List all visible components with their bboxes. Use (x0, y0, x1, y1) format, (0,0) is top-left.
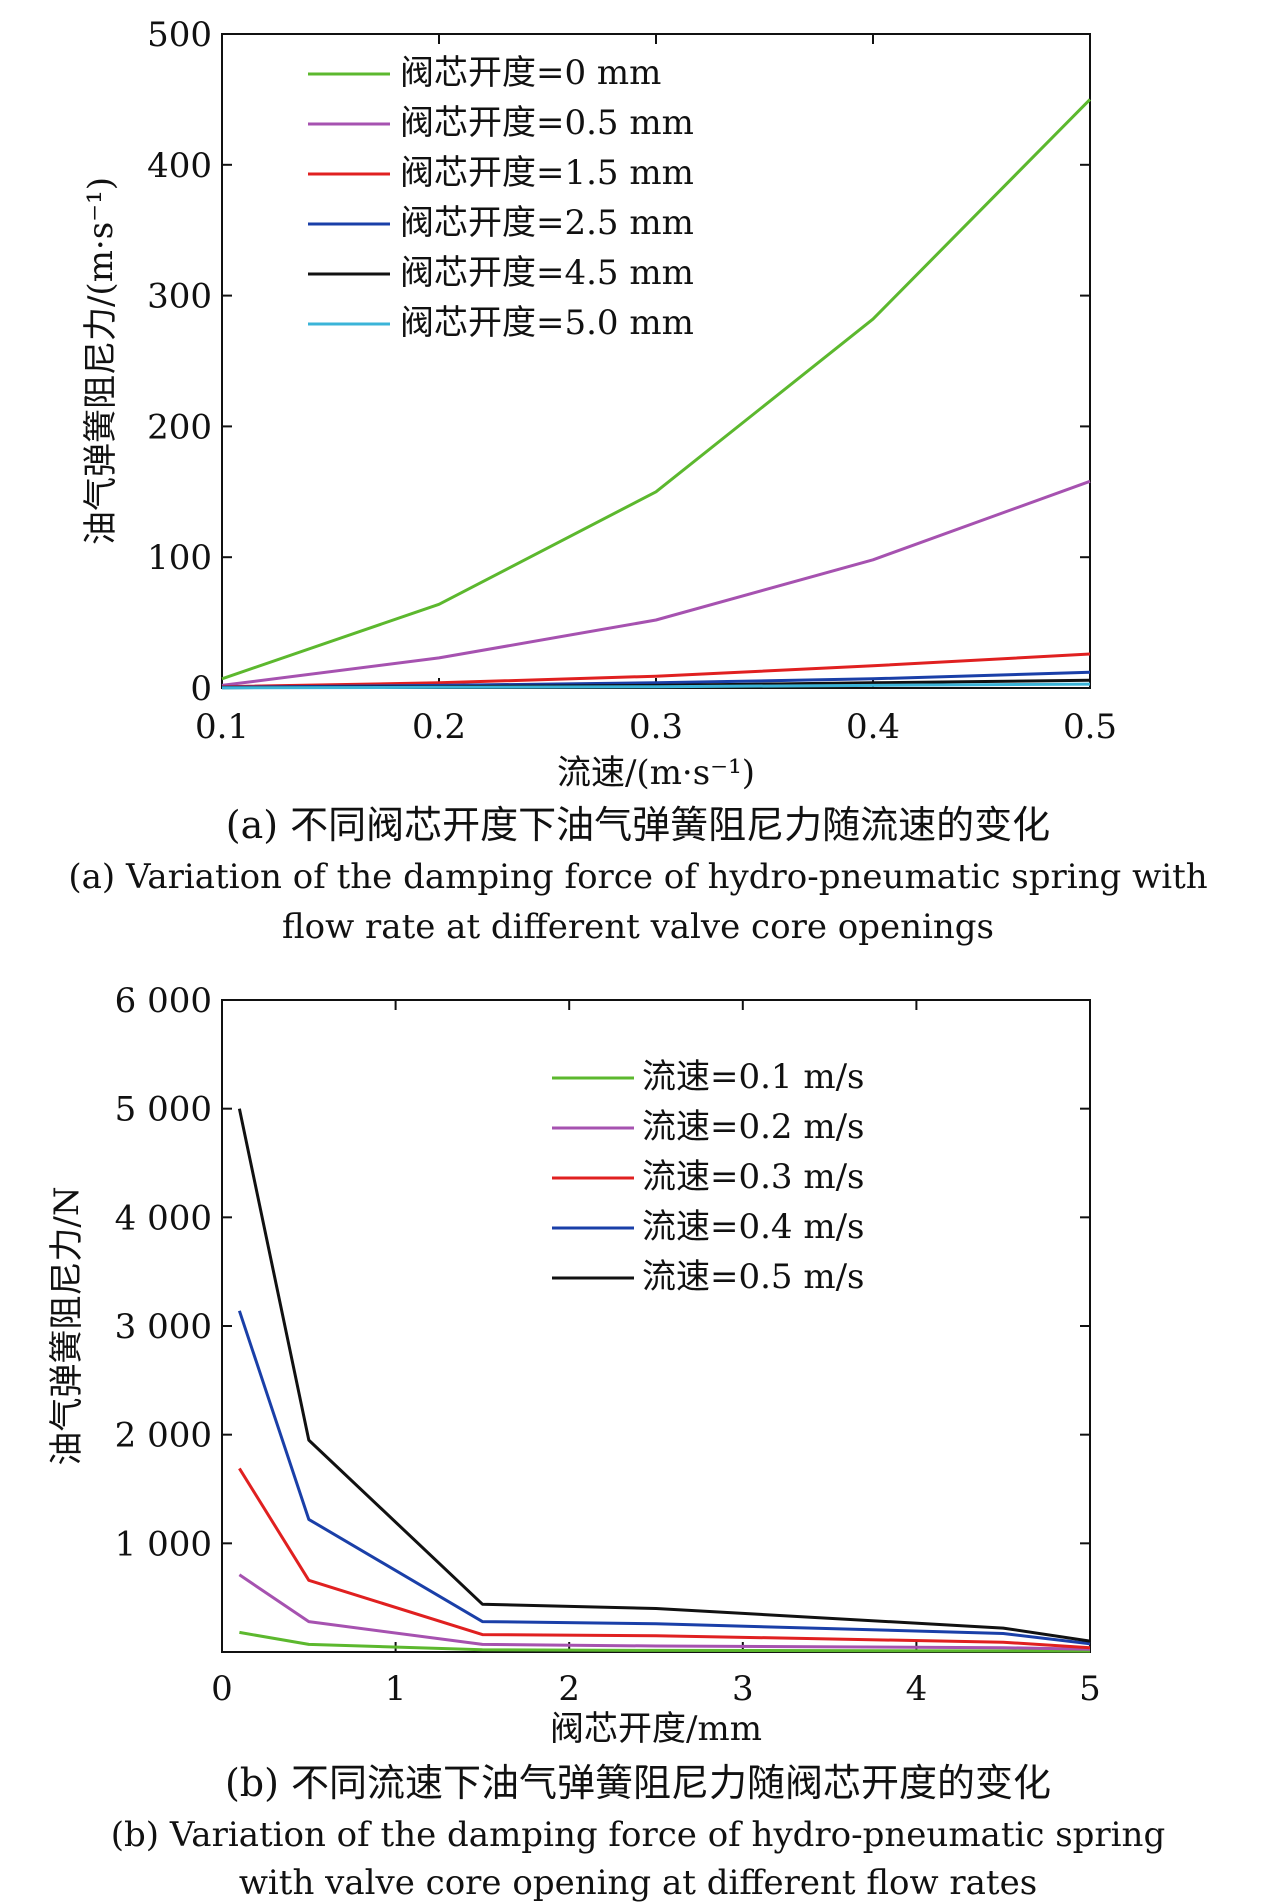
caption-en-line-1: flow rate at different valve core openin… (282, 907, 994, 947)
series-line-0 (239, 1630, 1091, 1653)
legend-label-5: 阀芯开度=5.0 mm (400, 303, 694, 343)
y-tick-label: 0 (190, 669, 212, 709)
caption-en-line-1: with valve core opening at different flo… (239, 1863, 1037, 1903)
caption-zh: (b) 不同流速下油气弹簧阻尼力随阀芯开度的变化 (225, 1761, 1051, 1805)
y-tick-label: 1 000 (115, 1524, 212, 1564)
x-tick-label: 0.1 (195, 707, 249, 747)
series-line-0 (221, 98, 1092, 681)
x-tick-label: 2 (558, 1669, 580, 1709)
series-line-1 (221, 479, 1091, 687)
legend-label-3: 流速=0.4 m/s (642, 1207, 865, 1247)
series-line-1 (238, 1573, 1091, 1651)
legend-label-4: 流速=0.5 m/s (642, 1257, 865, 1297)
series-line-5 (221, 682, 1091, 690)
x-tick-label: 1 (385, 1669, 407, 1709)
x-tick-label: 0.4 (846, 707, 900, 747)
series-line-3 (237, 1310, 1091, 1646)
series-line-2 (238, 1467, 1091, 1650)
series-line-4 (237, 1108, 1091, 1643)
y-tick-label: 100 (147, 538, 212, 578)
legend-label-0: 流速=0.1 m/s (642, 1057, 865, 1097)
caption-zh: (a) 不同阀芯开度下油气弹簧阻尼力随流速的变化 (226, 803, 1050, 847)
caption-en-line-0: (a) Variation of the damping force of hy… (68, 857, 1207, 897)
x-axis-label: 阀芯开度/mm (550, 1709, 762, 1749)
y-tick-label: 400 (147, 146, 212, 186)
legend-label-1: 阀芯开度=0.5 mm (400, 103, 694, 143)
y-tick-label: 3 000 (115, 1307, 212, 1347)
x-tick-label: 0.2 (412, 707, 466, 747)
y-tick-label: 6 000 (115, 981, 212, 1021)
legend-label-2: 阀芯开度=1.5 mm (400, 153, 694, 193)
legend-label-2: 流速=0.3 m/s (642, 1157, 865, 1197)
x-tick-label: 3 (732, 1669, 754, 1709)
x-axis-label: 流速/(m·s⁻¹) (557, 753, 755, 793)
x-tick-label: 0.5 (1063, 707, 1117, 747)
series-line-2 (221, 652, 1091, 689)
x-tick-label: 0 (211, 1669, 233, 1709)
x-tick-label: 5 (1079, 1669, 1101, 1709)
y-tick-label: 300 (147, 277, 212, 317)
chart-b: 0 1 2 3 4 5 1 000 2 000 3 000 4 000 5 000 6 000 阀芯开度… (47, 981, 1165, 1903)
legend-label-0: 阀芯开度=0 mm (400, 53, 661, 93)
legend-label-4: 阀芯开度=4.5 mm (400, 253, 694, 293)
y-tick-label: 2 000 (115, 1416, 212, 1456)
y-axis-label: 油气弹簧阻尼力/(m·s⁻¹) (81, 177, 121, 545)
y-tick-label: 5 000 (115, 1090, 212, 1130)
caption-en-line-0: (b) Variation of the damping force of hy… (111, 1815, 1165, 1855)
legend-label-1: 流速=0.2 m/s (642, 1107, 865, 1147)
chart-a: 0.1 0.2 0.3 0.4 0.5 0 100 200 300 400 500 流速/(m·s⁻¹… (68, 15, 1207, 947)
y-tick-label: 4 000 (115, 1198, 212, 1238)
y-axis-label: 油气弹簧阻尼力/N (47, 1186, 87, 1465)
x-tick-label: 0.3 (629, 707, 683, 747)
y-tick-label: 500 (147, 15, 212, 55)
plot-frame (221, 999, 1091, 1653)
legend-label-3: 阀芯开度=2.5 mm (400, 203, 694, 243)
x-tick-label: 4 (906, 1669, 928, 1709)
y-tick-label: 200 (147, 407, 212, 447)
